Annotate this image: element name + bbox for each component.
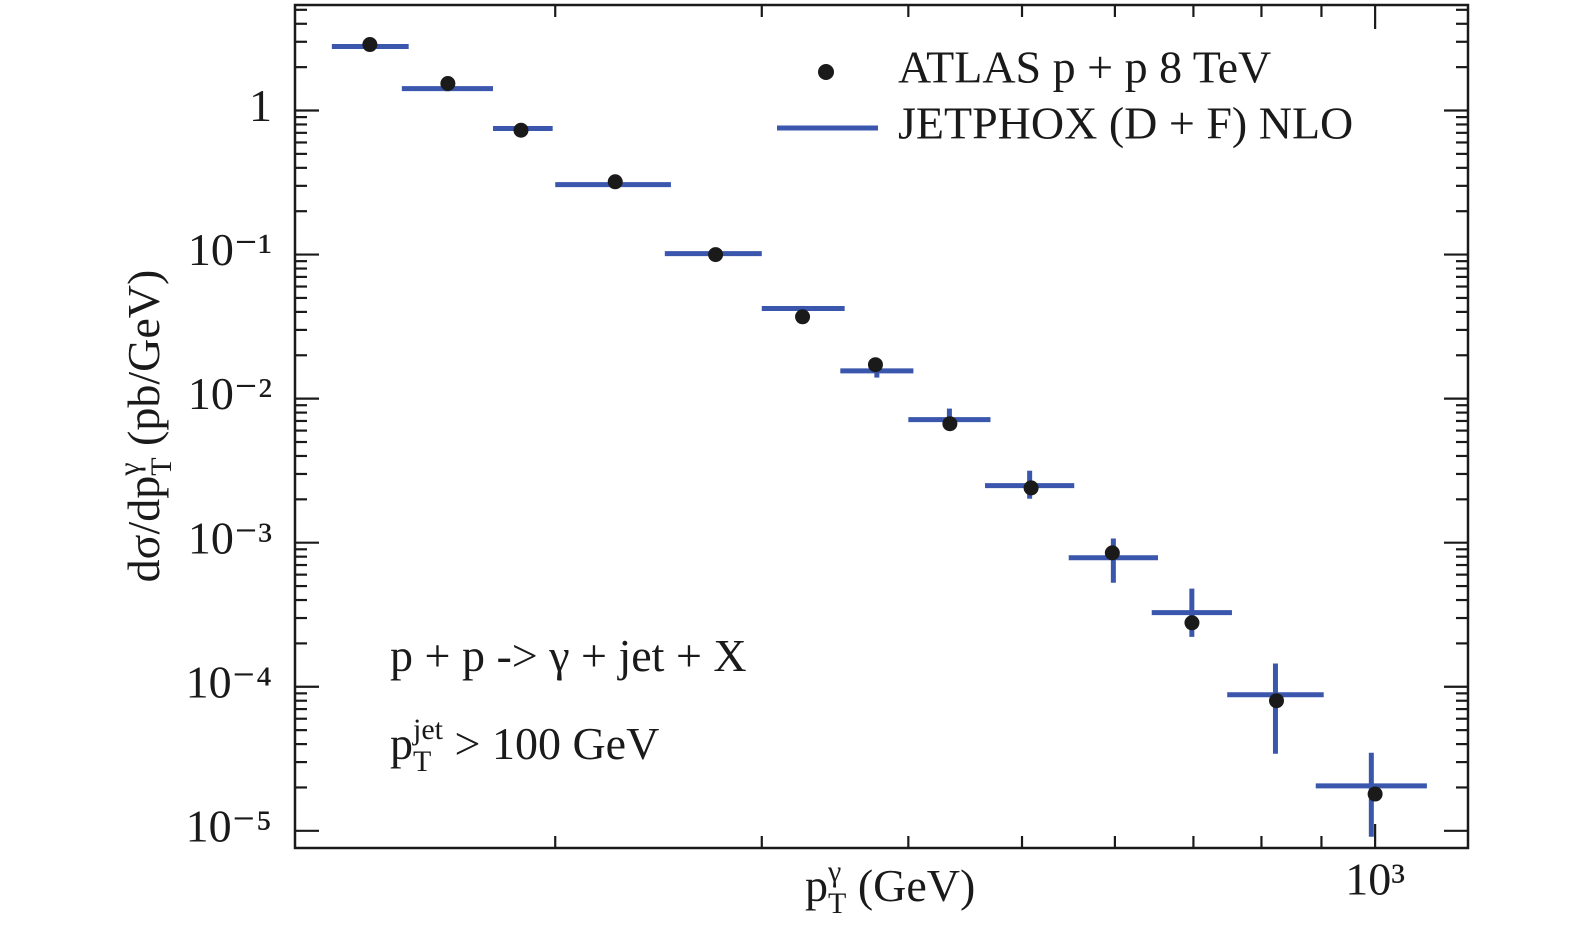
y-tick-label: 10⁻² [188,368,272,419]
data-point [1367,786,1383,802]
y-axis-label-sub: T [145,457,178,475]
y-axis-label-rest: (pb/GeV) [118,270,169,458]
x-axis-label-rest: (GeV) [846,860,975,911]
annotation: pjet T > 100 GeV [390,713,659,778]
data-point [513,122,529,138]
plot-frame [293,3,1470,850]
x-axis-label: pγ T (GeV) [805,855,975,920]
data-point [1104,545,1120,561]
annotation-text: p [390,718,413,769]
data-point [1023,480,1039,496]
data-point [1184,615,1200,631]
legend-marker [818,64,834,80]
data-point [795,309,811,325]
x-axis-label-sup: γ [827,855,841,888]
legend-label: ATLAS p + p 8 TeV [898,42,1271,93]
y-tick-label: 10⁻⁴ [186,656,272,707]
data-point [708,247,724,263]
y-axis-label-text: dσ/dp [118,476,169,583]
legend-label: JETPHOX (D + F) NLO [898,98,1353,149]
x-axis-label-text: p [805,860,828,911]
annotation-sub: T [413,745,431,778]
x-axis-label-sub: T [828,887,846,920]
y-tick-label: 10⁻¹ [188,224,272,275]
annotation-sup: jet [412,713,444,746]
data-point [1269,693,1285,709]
y-tick-label: 1 [249,80,272,131]
y-tick-label: 10⁻³ [188,512,272,563]
annotation-text: p + p -> γ + jet + X [390,630,747,681]
x-tick-label: 10³ [1345,854,1405,905]
y-axis-label: dσ/dpγT (pb/GeV) [113,270,178,583]
data-point [440,75,456,91]
data-point [867,357,883,373]
annotation-rest: > 100 GeV [443,718,659,769]
data-point [607,174,623,190]
y-axis-label-sup: γ [113,463,146,477]
y-tick-label: 10⁻⁵ [186,800,272,851]
annotation: p + p -> γ + jet + X [390,630,747,681]
data-point [362,37,378,53]
data-point [942,416,958,432]
